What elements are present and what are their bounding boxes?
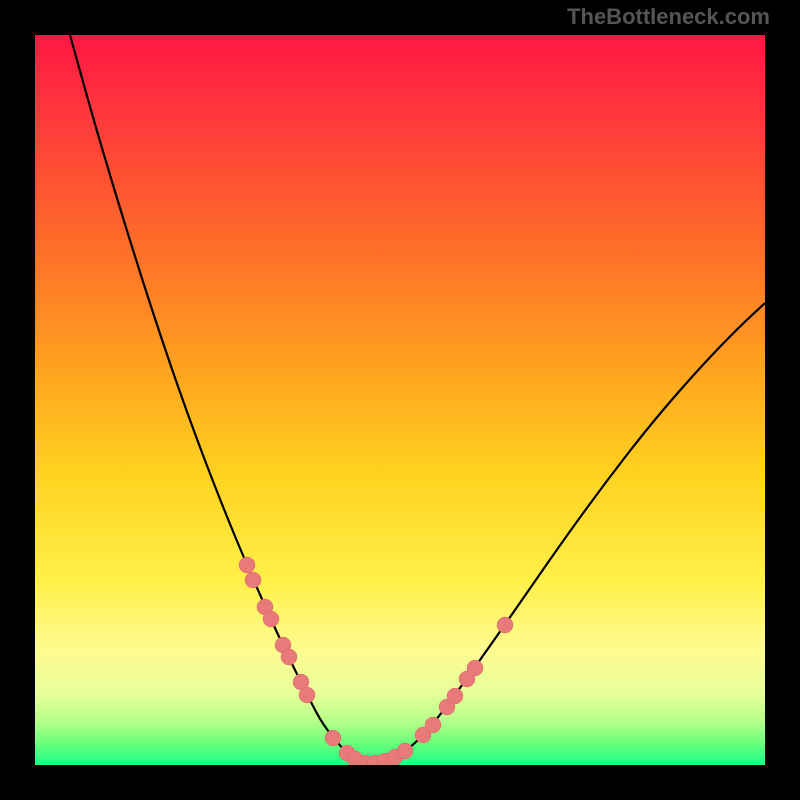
data-marker — [497, 617, 513, 633]
plot-area — [35, 35, 765, 765]
data-marker — [447, 688, 463, 704]
data-marker — [239, 557, 255, 573]
data-marker — [263, 611, 279, 627]
data-marker — [425, 717, 441, 733]
data-marker — [325, 730, 341, 746]
data-marker — [245, 572, 261, 588]
data-marker — [397, 743, 413, 759]
data-marker — [299, 687, 315, 703]
chart-svg — [35, 35, 765, 765]
data-marker — [281, 649, 297, 665]
data-marker — [467, 660, 483, 676]
watermark-text: TheBottleneck.com — [567, 4, 770, 30]
gradient-rect — [35, 35, 765, 765]
